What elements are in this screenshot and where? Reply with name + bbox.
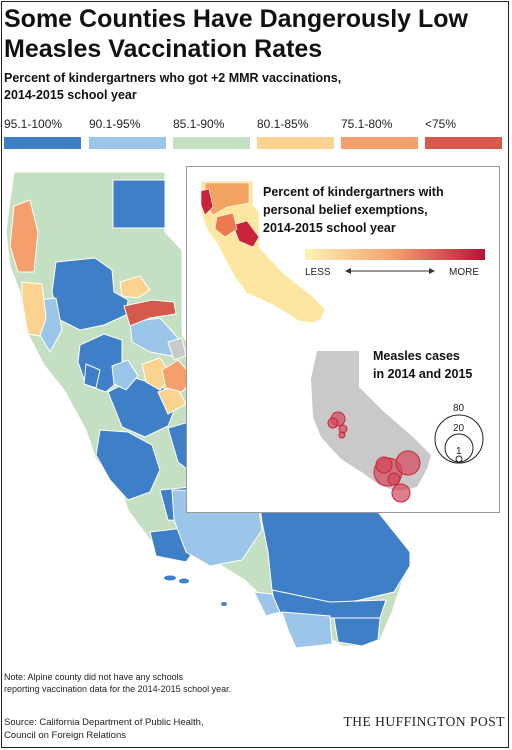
- island-3: [221, 602, 227, 606]
- county-sf-area: [83, 363, 101, 389]
- scale-arrow-right-head: [429, 268, 435, 274]
- county-block-nevada-yellow: [119, 275, 151, 299]
- legend-swatch-80-85: [257, 137, 334, 149]
- size-legend-1: [455, 455, 463, 463]
- exemption-red-sierra: [232, 220, 260, 248]
- inset-panel: LESS MORE 80 20 1 Percent of kindergartn…: [186, 166, 500, 513]
- legend-swatch-75-80: [341, 137, 418, 149]
- county-modoc: [112, 179, 166, 229]
- scale-more-label: MORE: [449, 267, 479, 278]
- county-orange: [253, 591, 281, 617]
- size-label-1: 1: [456, 446, 462, 457]
- legend-swatch-under-75: [425, 137, 502, 149]
- measles-title: Measles cases in 2014 and 2015: [373, 349, 473, 381]
- measles-cluster-la-4: [391, 483, 411, 503]
- legend-label-85-90: 85.1-90%: [173, 117, 225, 131]
- legend-swatch-85-90: [173, 137, 250, 149]
- legend-label-under-75: <75%: [425, 117, 457, 131]
- source-text: Source: California Department of Public …: [4, 717, 204, 741]
- size-label-20: 20: [453, 423, 465, 434]
- exemption-title: Percent of kindergartners with personal …: [263, 185, 444, 235]
- size-label-80: 80: [453, 403, 465, 414]
- measles-cluster-la-5: [387, 472, 401, 486]
- note-text: Note: Alpine county did not have any sch…: [4, 672, 232, 694]
- legend-label-90-95: 90.1-95%: [89, 117, 141, 131]
- scale-less-label: LESS: [305, 267, 331, 278]
- county-humboldt: [9, 199, 39, 273]
- size-legend-80: [434, 414, 484, 464]
- island-2: [179, 578, 189, 584]
- county-block-sierra-lb: [129, 317, 179, 357]
- county-block-central-coast: [95, 429, 161, 501]
- legend-swatch-90-95: [89, 137, 166, 149]
- measles-cluster-bay-2: [327, 417, 339, 429]
- map-subtitle: Percent of kindergartners who got +2 MMR…: [4, 71, 342, 102]
- legend-label-80-85: 80.1-85%: [257, 117, 309, 131]
- county-mendocino: [21, 281, 47, 337]
- legend-label-75-80: 75.1-80%: [341, 117, 393, 131]
- county-imperial: [333, 617, 381, 647]
- measles-cluster-la-3: [395, 450, 421, 476]
- exemption-orange-mid: [214, 212, 238, 238]
- inset-graphics: LESS MORE 80 20 1: [200, 180, 485, 503]
- legend-label-95-100: 95.1-100%: [4, 117, 63, 131]
- page-title: Some Counties Have Dangerously Low Measl…: [4, 5, 468, 63]
- scale-arrow-left-head: [345, 268, 351, 274]
- legend-swatch-95-100: [4, 137, 81, 149]
- exemption-scale-bar: [305, 249, 485, 260]
- measles-cluster-la-2: [375, 456, 393, 474]
- exemption-red-cluster: [200, 188, 214, 216]
- brand-logo: THE HUFFINGTON POST: [343, 714, 505, 729]
- county-nevada: [123, 299, 177, 327]
- island-1: [164, 575, 176, 581]
- county-san-diego: [281, 611, 333, 649]
- county-block-kings-lb: [111, 359, 139, 391]
- measles-cluster-bay-4: [338, 431, 346, 439]
